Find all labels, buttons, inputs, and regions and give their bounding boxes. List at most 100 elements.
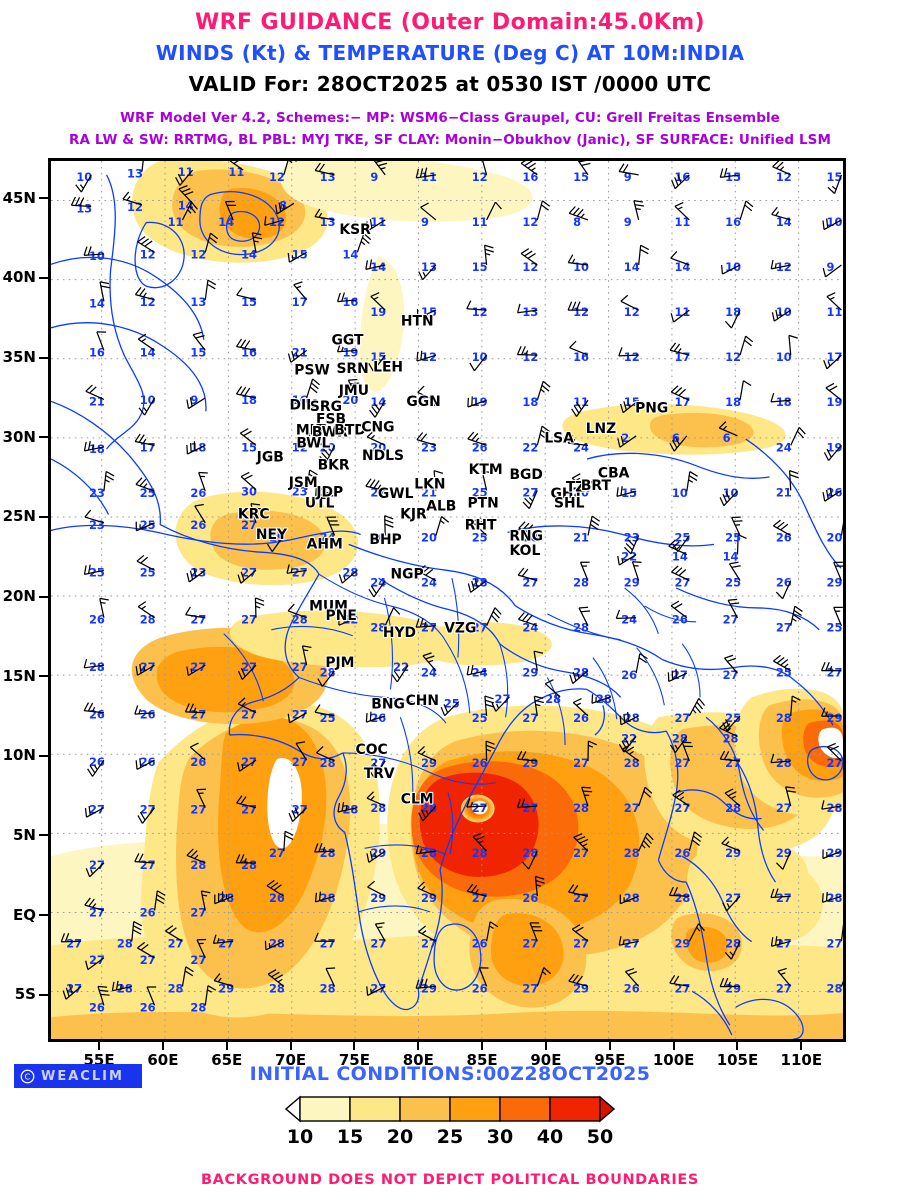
temperature-value: 28: [168, 981, 184, 995]
wind-barb: [417, 746, 437, 762]
temperature-value: 26: [89, 613, 105, 627]
wind-barb: [374, 922, 386, 942]
wind-barb: [235, 386, 257, 399]
wind-barb: [671, 565, 690, 582]
wind-barb: [467, 431, 487, 446]
temperature-value: 27: [269, 846, 285, 860]
temperature-value: 24: [320, 530, 336, 544]
lon-tick-mark: [736, 1042, 739, 1050]
temperature-value: 11: [674, 305, 690, 319]
temperature-value: 20: [421, 530, 437, 544]
wind-barb: [367, 880, 386, 897]
lon-tick-mark: [225, 1042, 228, 1050]
colorbar-band: [549, 1096, 601, 1122]
wind-barb: [60, 933, 82, 943]
wind-barb: [569, 670, 589, 684]
city-label-lnz: LNZ: [586, 421, 617, 437]
wind-barb: [287, 603, 307, 619]
wind-barb: [83, 658, 104, 669]
wind-barb: [287, 349, 308, 363]
wind-barb: [466, 300, 487, 311]
city-label-coc: COC: [356, 742, 388, 758]
temperature-value: 16: [89, 345, 105, 359]
wind-barb: [587, 515, 600, 536]
wind-barb: [670, 600, 688, 619]
wind-barb: [516, 346, 538, 356]
temperature-value: 28: [370, 621, 386, 635]
wind-barb: [822, 218, 842, 231]
temperature-value: 28: [827, 801, 843, 815]
temperature-value: 12: [472, 170, 488, 184]
temperature-value: 27: [495, 692, 511, 706]
city-label-ahm: AHM: [307, 537, 343, 553]
wind-barb: [536, 380, 551, 401]
wind-barb: [137, 601, 155, 619]
temperature-value: 19: [342, 345, 358, 359]
temperature-value: 26: [370, 530, 386, 544]
wind-barb: [770, 936, 791, 947]
temperature-value: 27: [522, 981, 538, 995]
colorbar-tick-labels: 10 15 20 25 30 40 50: [285, 1126, 615, 1150]
wind-barb: [416, 350, 437, 362]
wind-barb: [224, 200, 237, 221]
temperature-value: 12: [624, 350, 640, 364]
city-label-clm: CLM: [401, 791, 434, 807]
wind-barb: [484, 695, 495, 716]
temperature-value: 28: [421, 846, 437, 860]
temperature-value: 25: [827, 621, 843, 635]
wind-barb: [617, 553, 637, 566]
temperature-value: 26: [140, 708, 156, 722]
weather-map[interactable]: 10 13 11 11 13 12 14 8 10 12 12 14 15 14 14 12 13 15 17 16 1…: [48, 158, 846, 1042]
wind-barb: [75, 174, 92, 193]
wind-barb: [790, 426, 806, 446]
lat-tick-label: 15N: [2, 666, 36, 685]
lat-tick-label: 5N: [13, 825, 36, 844]
wind-barb: [185, 606, 206, 619]
lon-tick-mark: [544, 1042, 547, 1050]
wind-barb: [87, 759, 105, 777]
weaclim-badge[interactable]: C WEACLIM: [14, 1064, 142, 1088]
temperature-value: 23: [89, 486, 105, 500]
wind-barb: [568, 973, 589, 987]
wind-barb: [719, 750, 741, 762]
wind-barb: [686, 471, 698, 492]
lon-tick-mark: [289, 1042, 292, 1050]
wind-barb: [471, 517, 488, 536]
temperature-value: 27: [140, 660, 156, 674]
wind-barb: [728, 561, 741, 581]
wind-barb: [667, 668, 688, 682]
wind-barb: [486, 607, 502, 626]
wind-barb: [485, 740, 495, 761]
temperature-value: 28: [320, 666, 336, 680]
wind-barb: [62, 984, 82, 1000]
temperature-value: 28: [573, 801, 589, 815]
city-label-bng: BNG: [371, 696, 405, 712]
latitude-axis: 45N 40N 35N 30N 25N 20N 15N 10N 5N EQ 5S: [0, 158, 48, 1042]
wind-barb: [237, 697, 257, 714]
city-label-alb: ALB: [426, 499, 456, 515]
wind-barb: [631, 561, 642, 581]
wind-barb: [618, 936, 639, 946]
wind-barb: [777, 967, 792, 987]
city-label-srg: SRG: [310, 399, 342, 415]
temperature-value: 27: [522, 936, 538, 950]
temperature-value: 25: [725, 576, 741, 590]
wind-barb: [235, 854, 256, 864]
temperature-value: 12: [522, 215, 538, 229]
city-label-bgd: BGD: [509, 467, 542, 483]
wind-barb: [536, 425, 550, 446]
wind-barb: [212, 934, 234, 945]
temperature-value: 27: [522, 576, 538, 590]
temperature-value: 16: [725, 215, 741, 229]
wind-barb: [577, 161, 591, 176]
wind-barb: [518, 521, 538, 537]
wind-barb: [418, 805, 437, 822]
wind-barb: [669, 435, 688, 452]
temperature-value: 26: [472, 936, 488, 950]
wind-barb: [186, 848, 206, 864]
coastline-overlay: [51, 174, 843, 1039]
wind-barb: [620, 294, 639, 311]
temperature-value: 11: [370, 215, 386, 229]
wind-barb: [517, 612, 538, 627]
wind-speed-colorbar[interactable]: [285, 1094, 615, 1124]
